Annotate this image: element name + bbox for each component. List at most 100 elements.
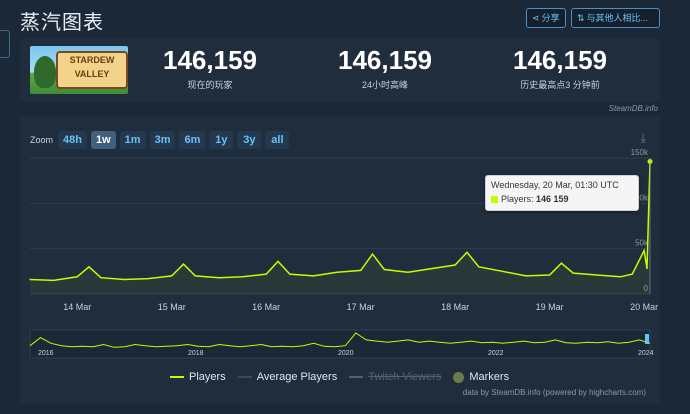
players-data-point xyxy=(631,273,633,275)
players-data-point xyxy=(466,251,468,253)
x-tick-label: 16 Mar xyxy=(252,302,280,312)
navigator-handle[interactable] xyxy=(645,334,649,344)
compare-icon: ⇅ xyxy=(577,13,585,23)
game-logo: STARDEW VALLEY xyxy=(56,51,128,89)
players-data-point xyxy=(360,269,362,272)
zoom-all-button[interactable]: all xyxy=(265,131,290,149)
tooltip-value: 146 159 xyxy=(536,194,569,204)
players-data-point xyxy=(560,262,563,264)
chart-tooltip: Wednesday, 20 Mar, 01:30 UTC Players: 14… xyxy=(485,175,639,211)
players-data-point xyxy=(619,276,622,278)
game-cover[interactable]: STARDEW VALLEY xyxy=(30,46,128,94)
stat-value: 146,159 xyxy=(513,45,607,75)
side-panel-tab[interactable] xyxy=(0,30,10,58)
players-data-point xyxy=(646,268,648,270)
players-data-point xyxy=(171,275,173,277)
stats-panel: STARDEW VALLEY 146,159 现在的玩家 146,159 24小… xyxy=(20,38,660,102)
players-data-point xyxy=(643,249,645,252)
players-data-point xyxy=(100,277,102,279)
zoom-label: Zoom xyxy=(30,135,54,145)
players-chart[interactable]: 0 50k 100k 150k 14 Mar 15 Mar 16 Mar 17 Mar 18 … xyxy=(20,116,660,404)
players-area xyxy=(30,161,650,294)
legend-item-twitch-viewers[interactable]: Twitch Viewers xyxy=(349,371,441,383)
share-icon: ⋖ xyxy=(532,13,540,23)
players-data-point xyxy=(76,276,78,278)
x-tick-label: 20 Mar xyxy=(630,302,658,312)
zoom-1m-button[interactable]: 1m xyxy=(119,131,146,149)
players-data-point xyxy=(277,260,279,262)
tooltip-label: Players: xyxy=(501,194,534,204)
stat-value: 146,159 xyxy=(163,45,257,75)
zoom-3m-button[interactable]: 3m xyxy=(149,131,176,149)
players-data-point xyxy=(53,279,55,281)
players-data-point xyxy=(88,266,90,268)
players-data-point xyxy=(525,275,527,277)
players-data-point xyxy=(596,274,598,276)
players-data-point xyxy=(147,277,149,280)
x-tick-label: 19 Mar xyxy=(536,302,564,312)
tooltip-date: Wednesday, 20 Mar, 01:30 UTC xyxy=(491,180,619,190)
players-data-point xyxy=(478,266,480,268)
navigator-tick-label: 2016 xyxy=(38,350,54,357)
players-data-point xyxy=(218,277,220,279)
legend-swatch xyxy=(170,376,184,378)
players-data-point xyxy=(454,264,456,266)
zoom-3y-button[interactable]: 3y xyxy=(237,131,262,149)
stat-current-players: 146,159 现在的玩家 xyxy=(135,44,285,91)
stat-24h-peak: 146,159 24小时高峰 xyxy=(310,44,460,91)
legend-item-players[interactable]: Players xyxy=(170,371,226,383)
navigator-tick-label: 2020 xyxy=(338,350,354,357)
x-tick-label: 18 Mar xyxy=(441,302,469,312)
navigator-tick-label: 2024 xyxy=(638,350,654,357)
players-data-point xyxy=(407,271,409,273)
y-tick-label: 150k xyxy=(631,148,649,157)
compare-button[interactable]: ⇅ 与其他人相比... xyxy=(571,8,660,28)
y-tick-label: 50k xyxy=(635,239,649,248)
players-data-point xyxy=(123,278,126,281)
players-data-point xyxy=(501,270,503,272)
tooltip-row: Players: 146 159 xyxy=(491,194,569,204)
navigator-tick-label: 2022 xyxy=(488,350,504,357)
players-data-point xyxy=(549,274,551,276)
share-button[interactable]: ⋖ 分享 xyxy=(526,8,566,28)
stat-label: 历史最高点3 分钟前 xyxy=(520,80,600,90)
legend-swatch xyxy=(237,376,252,378)
legend-item-average-players[interactable]: Average Players xyxy=(237,371,337,383)
chart-panel: Zoom 48h 1w 1m 3m 6m 1y 3y all ⤓ 0 50k 100… xyxy=(20,116,660,404)
legend-item-markers[interactable]: Markers xyxy=(453,371,509,383)
x-tick-label: 14 Mar xyxy=(63,302,91,312)
zoom-6m-button[interactable]: 6m xyxy=(179,131,206,149)
stat-label: 24小时高峰 xyxy=(361,80,408,90)
y-tick-label: 100k xyxy=(631,193,649,202)
zoom-1y-button[interactable]: 1y xyxy=(209,131,234,149)
zoom-1w-button[interactable]: 1w xyxy=(90,131,116,149)
players-data-point xyxy=(241,276,244,278)
tree-icon xyxy=(34,56,56,88)
legend-swatch xyxy=(349,376,364,378)
stat-all-time-peak: 146,159 历史最高点3 分钟前 xyxy=(485,44,635,91)
stat-value: 146,159 xyxy=(338,45,432,75)
zoom-48h-button[interactable]: 48h xyxy=(58,131,87,149)
chart-legend: Players Average Players Twitch Viewers M… xyxy=(170,370,521,384)
players-data-point xyxy=(371,253,374,255)
players-series-line xyxy=(29,161,651,282)
y-tick-label: 0 xyxy=(644,284,649,293)
source-credit[interactable]: SteamDB.info xyxy=(608,104,658,113)
players-data-point xyxy=(29,278,31,281)
navigator-background[interactable] xyxy=(29,329,651,359)
players-data-point xyxy=(312,275,315,277)
players-data-point xyxy=(194,275,196,277)
players-data-point xyxy=(182,263,185,265)
players-data-point xyxy=(383,268,385,271)
players-data-point xyxy=(289,273,291,275)
download-icon[interactable]: ⤓ xyxy=(640,130,646,145)
navigator-tick-label: 2018 xyxy=(188,350,204,357)
navigator-series-line xyxy=(29,332,651,348)
stat-label: 现在的玩家 xyxy=(187,80,233,90)
x-tick-label: 15 Mar xyxy=(158,302,186,312)
zoom-controls: Zoom 48h 1w 1m 3m 6m 1y 3y all xyxy=(30,131,293,149)
players-data-point xyxy=(265,273,267,275)
players-data-point xyxy=(336,271,338,273)
x-tick-label: 17 Mar xyxy=(347,302,375,312)
players-data-point xyxy=(430,268,433,270)
